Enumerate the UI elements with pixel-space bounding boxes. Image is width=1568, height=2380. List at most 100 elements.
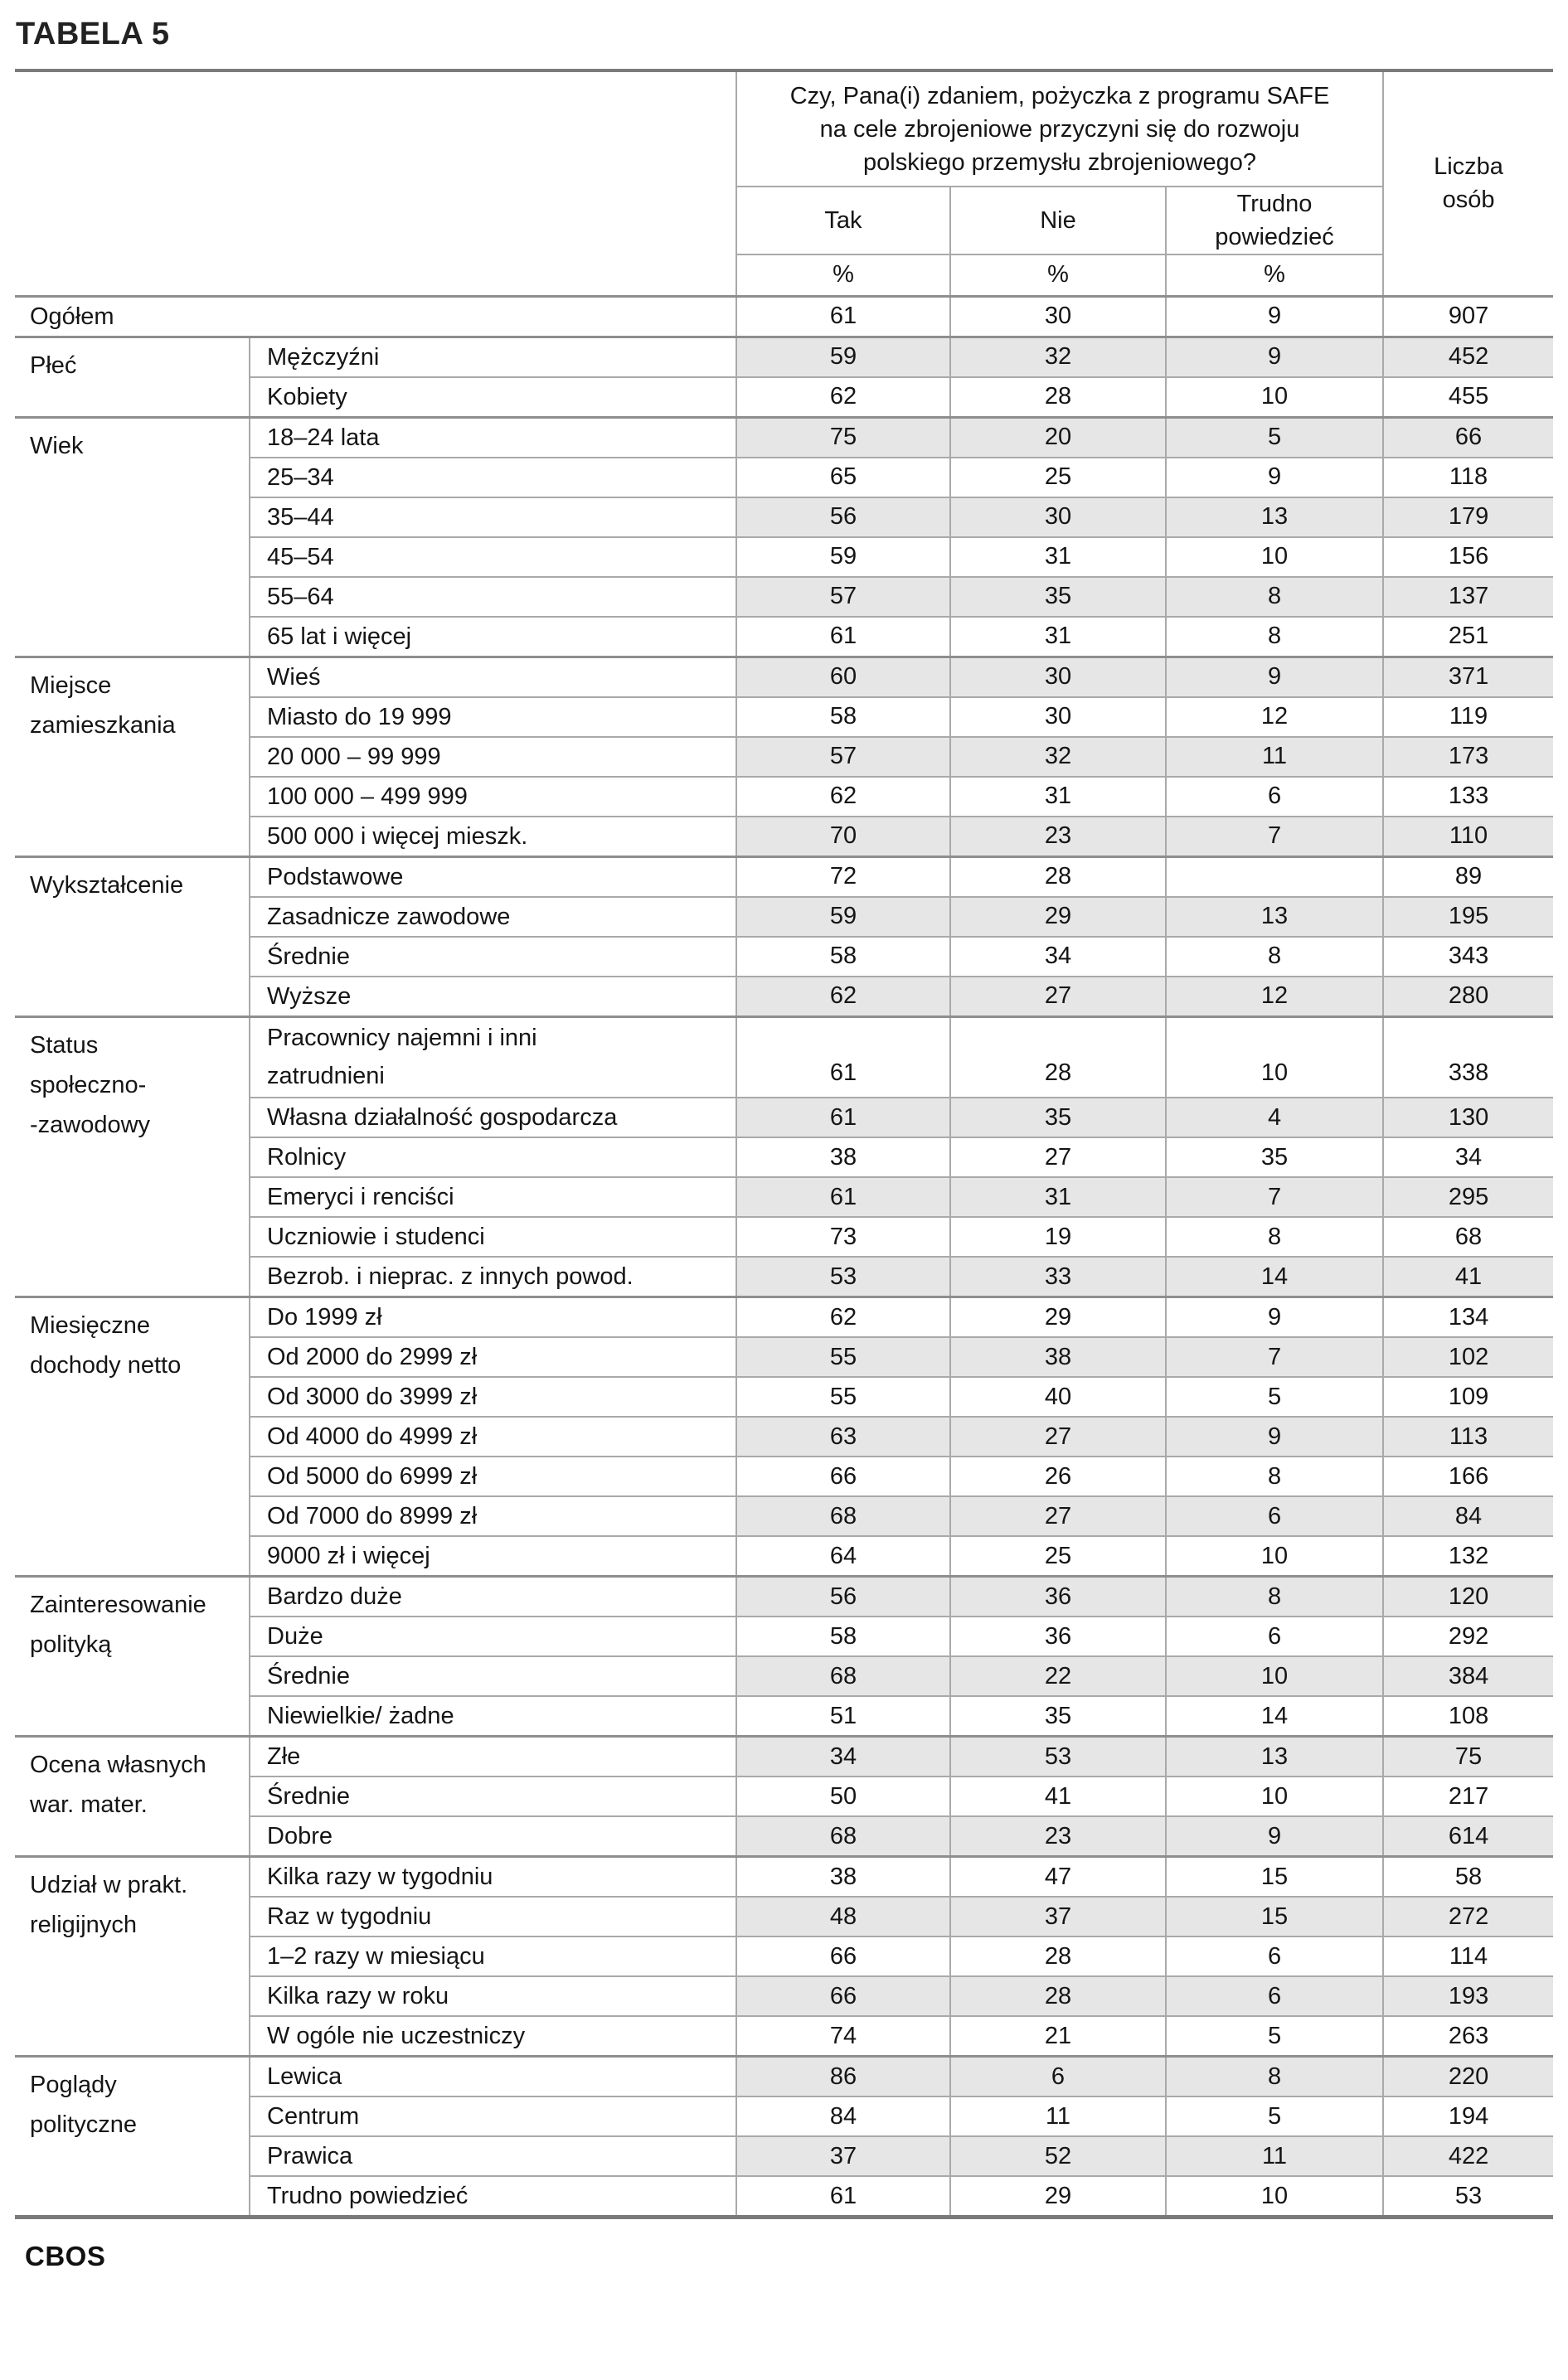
- value-cell: 61: [735, 1015, 950, 1098]
- value-cell: 6: [1164, 1616, 1384, 1656]
- value-cell: 10: [1164, 2175, 1384, 2218]
- table-row: Zainteresowanie polityką Bardzo duże 56 36 8…: [15, 1575, 1554, 1737]
- table-row: 35–44 56 30 13 179: [15, 496, 1554, 537]
- value-cell: 72: [735, 855, 950, 897]
- count-cell: 292: [1382, 1616, 1554, 1656]
- value-cell: 27: [949, 1137, 1166, 1177]
- category-cell: Uczniowie i studenci: [250, 1216, 736, 1257]
- value-cell: 34: [949, 935, 1166, 977]
- value-cell: 66: [735, 1975, 950, 2016]
- count-cell: 137: [1382, 575, 1554, 617]
- category-cell: 20 000 – 99 999: [250, 735, 736, 777]
- category-cell: Średnie: [250, 1655, 736, 1696]
- count-cell: 371: [1382, 655, 1554, 697]
- value-cell: 86: [735, 2055, 950, 2096]
- category-cell: Kilka razy w tygodniu: [250, 1855, 736, 1897]
- value-cell: 8: [1164, 935, 1384, 977]
- value-cell: 27: [949, 1495, 1166, 1536]
- count-cell: 194: [1382, 2096, 1554, 2136]
- value-cell: 9: [1164, 1296, 1384, 1337]
- category-cell: Od 4000 do 4999 zł: [250, 1416, 736, 1457]
- count-cell: 195: [1382, 895, 1554, 937]
- count-cell: 193: [1382, 1975, 1554, 2016]
- table-row: Średnie 68 22 10 384: [15, 1655, 1554, 1696]
- count-header: Liczba osób: [1382, 70, 1554, 298]
- count-cell: 343: [1382, 935, 1554, 977]
- value-cell: 38: [735, 1137, 950, 1177]
- value-cell: 12: [1164, 696, 1384, 737]
- value-cell: 35: [949, 1695, 1166, 1737]
- value-cell: 38: [735, 1855, 950, 1897]
- category-cell: 100 000 – 499 999: [250, 775, 736, 817]
- table-row: Średnie 58 34 8 343: [15, 935, 1554, 977]
- value-cell: 6: [1164, 1975, 1384, 2016]
- table-row: Miasto do 19 999 58 30 12 119: [15, 696, 1554, 737]
- count-cell: 173: [1382, 735, 1554, 777]
- value-cell: 58: [735, 935, 950, 977]
- value-cell: 6: [1164, 1936, 1384, 1976]
- value-cell: 9: [1164, 655, 1384, 697]
- table-row: Od 5000 do 6999 zł 66 26 8 166: [15, 1456, 1554, 1496]
- count-cell: 220: [1382, 2055, 1554, 2096]
- value-cell: 8: [1164, 1216, 1384, 1257]
- value-cell: 20: [949, 415, 1166, 458]
- table-row: Miejsce zamieszkania Wieś 60 30 9 371: [15, 655, 1554, 856]
- value-cell: 47: [949, 1855, 1166, 1897]
- value-cell: 10: [1164, 376, 1384, 417]
- value-cell: 66: [735, 1456, 950, 1496]
- value-cell: 8: [1164, 1456, 1384, 1496]
- group-label-cell: Poglądy polityczne: [15, 2055, 250, 2218]
- value-cell: 68: [735, 1495, 950, 1536]
- category-cell: 35–44: [250, 496, 736, 537]
- value-cell: 28: [949, 855, 1166, 897]
- value-cell: 25: [949, 456, 1166, 497]
- value-cell: 29: [949, 2175, 1166, 2218]
- table-row: Dobre 68 23 9 614: [15, 1815, 1554, 1857]
- table-row: Rolnicy 38 27 35 34: [15, 1137, 1554, 1177]
- count-cell: 113: [1382, 1416, 1554, 1457]
- value-cell: 7: [1164, 1336, 1384, 1377]
- table-row: 1–2 razy w miesiącu 66 28 6 114: [15, 1936, 1554, 1976]
- value-cell: 68: [735, 1815, 950, 1857]
- value-cell: 58: [735, 696, 950, 737]
- table-row: Własna działalność gospodarcza 61 35 4 130: [15, 1097, 1554, 1137]
- category-cell: Ogółem: [15, 294, 736, 337]
- value-cell: 13: [1164, 895, 1384, 937]
- count-cell: 452: [1382, 335, 1554, 377]
- value-cell: 73: [735, 1216, 950, 1257]
- value-cell: 37: [949, 1896, 1166, 1936]
- value-cell: 10: [1164, 1776, 1384, 1816]
- count-cell: 114: [1382, 1936, 1554, 1976]
- value-cell: 15: [1164, 1855, 1384, 1897]
- value-cell: 58: [735, 1616, 950, 1656]
- table-row: Kilka razy w roku 66 28 6 193: [15, 1975, 1554, 2016]
- group-label-cell: Miesięczne dochody netto: [15, 1296, 250, 1577]
- count-cell: 422: [1382, 2135, 1554, 2176]
- table-row: Ocena własnych war. mater. Złe 34 53 13 75: [15, 1735, 1554, 1857]
- value-cell: 7: [1164, 1176, 1384, 1217]
- count-cell: 132: [1382, 1535, 1554, 1577]
- table-row: Od 4000 do 4999 zł 63 27 9 113: [15, 1416, 1554, 1457]
- count-cell: 614: [1382, 1815, 1554, 1857]
- table-row: Centrum 84 11 5 194: [15, 2096, 1554, 2136]
- count-cell: 120: [1382, 1575, 1554, 1617]
- value-cell: 5: [1164, 2096, 1384, 2136]
- group-label-cell: Ocena własnych war. mater.: [15, 1735, 250, 1857]
- value-cell: 11: [949, 2096, 1166, 2136]
- table-header: Czy, Pana(i) zdaniem, pożyczka z program…: [15, 70, 1554, 298]
- value-cell: 8: [1164, 615, 1384, 657]
- value-cell: 56: [735, 1575, 950, 1617]
- value-cell: 53: [735, 1256, 950, 1297]
- category-cell: Zasadnicze zawodowe: [250, 895, 736, 937]
- value-cell: 9: [1164, 1416, 1384, 1457]
- category-cell: 1–2 razy w miesiącu: [250, 1936, 736, 1976]
- value-cell: 60: [735, 655, 950, 697]
- value-cell: 6: [1164, 775, 1384, 817]
- value-cell: 23: [949, 1815, 1166, 1857]
- value-cell: 61: [735, 294, 950, 337]
- value-cell: 61: [735, 1097, 950, 1137]
- value-cell: 31: [949, 775, 1166, 817]
- category-cell: Niewielkie/ żadne: [250, 1695, 736, 1737]
- value-cell: 6: [949, 2055, 1166, 2096]
- value-cell: 10: [1164, 1655, 1384, 1696]
